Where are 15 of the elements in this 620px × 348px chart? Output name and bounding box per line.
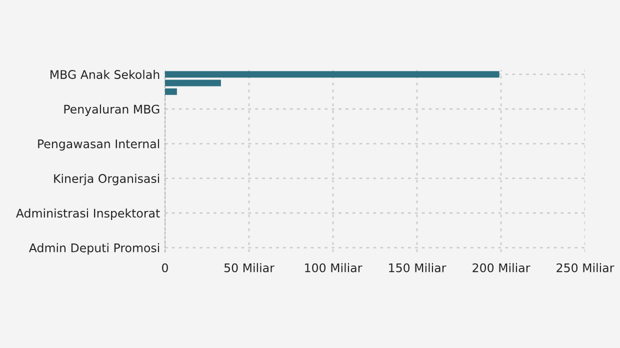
y-tick-label: Penyaluran MBG (64, 104, 160, 116)
y-tick-label: Pengawasan Internal (38, 139, 160, 151)
x-tick-label: 250 Miliar (556, 263, 614, 272)
x-tick-label: 0 (162, 263, 168, 272)
x-tick-label: 200 Miliar (472, 263, 530, 272)
y-tick-label: Admin Deputi Promosi (28, 243, 160, 255)
x-tick-label: 150 Miliar (389, 263, 446, 272)
x-tick-label: 100 Miliar (305, 263, 362, 272)
y-tick-label: Administrasi Inspektorat (16, 208, 160, 220)
bar (165, 80, 221, 86)
x-tick-label: 50 Miliar (224, 263, 274, 272)
y-tick-label: MBG Anak Sekolah (50, 70, 160, 79)
y-tick-label: Kinerja Organisasi (54, 174, 160, 186)
bar (165, 88, 177, 95)
bar (165, 71, 500, 78)
